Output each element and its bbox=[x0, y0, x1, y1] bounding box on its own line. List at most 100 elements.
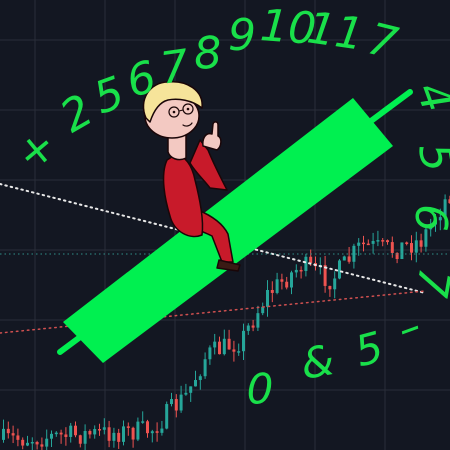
candle-up bbox=[203, 359, 207, 377]
candle-up bbox=[290, 272, 293, 288]
candle-down bbox=[218, 341, 221, 355]
candle-up bbox=[189, 386, 193, 393]
candle-up bbox=[2, 428, 5, 440]
candle-down bbox=[419, 240, 423, 247]
figure-glasses-bridge bbox=[178, 109, 184, 112]
candle-up bbox=[237, 351, 241, 353]
candle-up bbox=[294, 269, 298, 273]
candle-up bbox=[256, 313, 260, 328]
candle-down bbox=[386, 240, 389, 243]
candle-up bbox=[150, 431, 154, 434]
candle-down bbox=[227, 338, 231, 350]
cartoon-man-pointing-up-icon bbox=[142, 81, 241, 272]
candle-down bbox=[117, 432, 121, 442]
candle-up bbox=[342, 256, 346, 261]
candle-down bbox=[98, 429, 101, 431]
candle-up bbox=[165, 404, 169, 429]
candle-up bbox=[434, 220, 437, 225]
candle-down bbox=[299, 269, 303, 272]
handwritten-digit-arc: 6 bbox=[405, 204, 450, 232]
candle-up bbox=[112, 432, 116, 441]
giant-green-candle-icon bbox=[57, 89, 413, 363]
candle-up bbox=[438, 217, 442, 221]
candle-down bbox=[155, 431, 159, 433]
candle-up bbox=[222, 338, 226, 355]
candle-down bbox=[328, 285, 332, 290]
figure-glasses-right bbox=[182, 103, 194, 115]
candle-up bbox=[83, 430, 87, 444]
candle-up bbox=[443, 199, 447, 218]
candle-down bbox=[309, 256, 313, 264]
candle-down bbox=[381, 240, 385, 242]
candle-down bbox=[6, 428, 10, 434]
candle-up bbox=[179, 394, 183, 411]
figure-torso bbox=[162, 154, 204, 238]
candle-down bbox=[366, 243, 370, 246]
candle-down bbox=[448, 199, 450, 204]
candle-up bbox=[376, 240, 380, 242]
figure-hair bbox=[142, 81, 203, 123]
candle-down bbox=[347, 256, 351, 262]
candle-up bbox=[122, 426, 125, 442]
candle-down bbox=[285, 281, 289, 288]
figure-eye-left bbox=[172, 110, 176, 114]
candle-up bbox=[371, 240, 375, 244]
candle-up bbox=[266, 290, 269, 307]
figure-mouth bbox=[182, 122, 193, 127]
candle-up bbox=[338, 260, 341, 279]
figure-shoe bbox=[216, 259, 241, 272]
candle-up bbox=[333, 278, 337, 290]
candle-down bbox=[232, 349, 236, 352]
candle-up bbox=[429, 224, 433, 230]
candle-up bbox=[424, 229, 428, 247]
candle-up bbox=[194, 380, 197, 387]
candle-down bbox=[395, 252, 399, 259]
candle-down bbox=[146, 421, 149, 434]
candle-up bbox=[400, 242, 404, 259]
candle-down bbox=[74, 425, 77, 436]
candle-down bbox=[78, 435, 82, 444]
candle-down bbox=[131, 427, 135, 440]
candle-down bbox=[88, 430, 92, 435]
candle-up bbox=[242, 330, 245, 352]
candle-up bbox=[170, 399, 173, 405]
candle-up bbox=[275, 279, 279, 293]
figure-arm bbox=[189, 139, 228, 191]
candle-down bbox=[174, 399, 178, 411]
candle-up bbox=[160, 428, 164, 433]
figure-hand-pointing bbox=[202, 121, 222, 151]
candle-down bbox=[35, 441, 39, 445]
candle-up bbox=[208, 347, 212, 360]
candle-up bbox=[136, 421, 140, 440]
handwritten-digit-arc: 9 bbox=[228, 10, 256, 61]
candle-up bbox=[141, 421, 145, 423]
candle-up bbox=[93, 429, 97, 435]
candle-down bbox=[251, 325, 255, 328]
candle-down bbox=[11, 433, 15, 436]
figure-eye-right bbox=[186, 107, 190, 111]
candle-up bbox=[54, 432, 58, 435]
giant-candle-body bbox=[63, 98, 393, 363]
candle-up bbox=[198, 376, 202, 381]
candle-down bbox=[107, 427, 111, 441]
candle-down bbox=[405, 242, 409, 244]
figure-glasses-left bbox=[168, 106, 180, 118]
candle-down bbox=[126, 426, 130, 428]
candle-down bbox=[410, 243, 413, 253]
candle-up bbox=[213, 341, 217, 348]
candle-down bbox=[323, 265, 327, 286]
handwritten-digit-bottom: 0 bbox=[247, 365, 274, 414]
candle-up bbox=[357, 242, 361, 246]
handwritten-digit-arc: 10 bbox=[258, 0, 317, 55]
candle-down bbox=[21, 439, 25, 446]
candle-down bbox=[270, 290, 274, 293]
candle-up bbox=[246, 325, 250, 331]
candle-up bbox=[102, 427, 106, 430]
candle-up bbox=[45, 438, 49, 447]
candle-down bbox=[59, 432, 63, 435]
candle-down bbox=[280, 279, 284, 282]
handwritten-digit-arc: 8 bbox=[192, 27, 223, 80]
candle-down bbox=[16, 435, 20, 440]
